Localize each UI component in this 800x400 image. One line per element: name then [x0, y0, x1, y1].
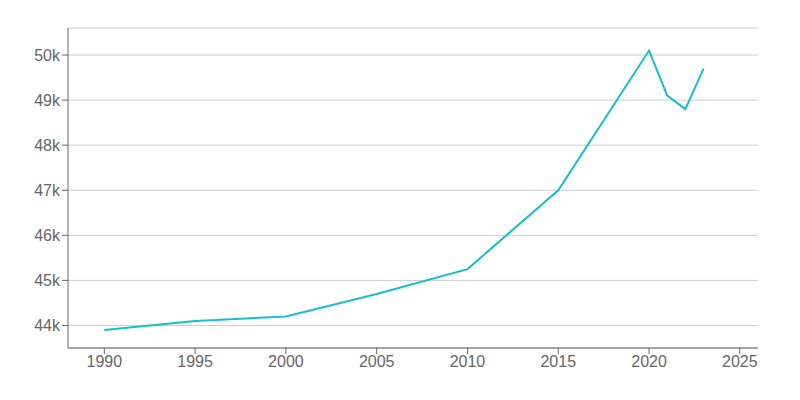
svg-text:1995: 1995 — [177, 353, 213, 370]
svg-text:50k: 50k — [34, 47, 61, 64]
svg-text:2025: 2025 — [722, 353, 758, 370]
svg-text:2005: 2005 — [359, 353, 395, 370]
svg-text:47k: 47k — [34, 182, 61, 199]
svg-text:2015: 2015 — [540, 353, 576, 370]
svg-text:49k: 49k — [34, 92, 61, 109]
svg-text:2010: 2010 — [450, 353, 486, 370]
svg-text:46k: 46k — [34, 227, 61, 244]
svg-text:2020: 2020 — [631, 353, 667, 370]
svg-text:44k: 44k — [34, 317, 61, 334]
svg-text:48k: 48k — [34, 137, 61, 154]
svg-text:1990: 1990 — [87, 353, 123, 370]
svg-text:45k: 45k — [34, 272, 61, 289]
svg-text:2000: 2000 — [268, 353, 304, 370]
